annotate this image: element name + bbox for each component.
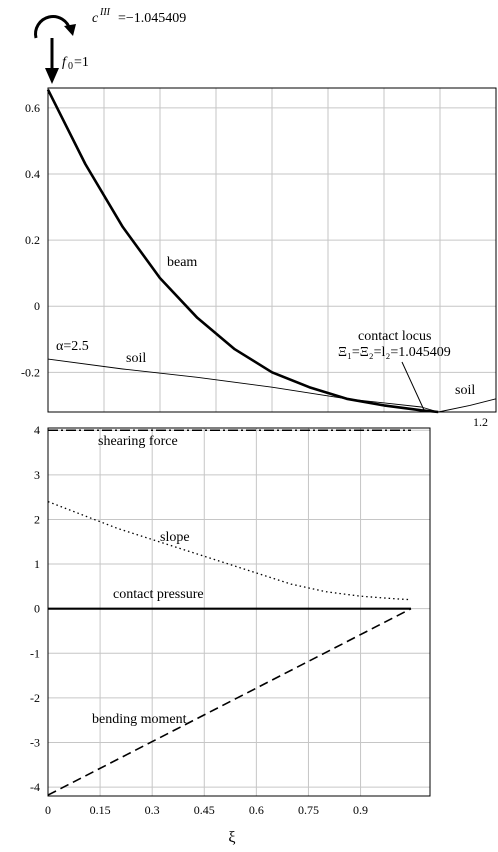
moment-arrowhead-icon: [64, 24, 76, 36]
bottom-y-tick-label: -1: [30, 646, 40, 660]
bottom-x-tick-label: 0: [45, 803, 51, 817]
slope-curve: [47, 500, 412, 601]
soil-label-right: soil: [455, 383, 475, 398]
moment-label: c: [92, 11, 99, 26]
moment-superscript: III: [99, 7, 111, 18]
bending-moment-label: bending moment: [92, 712, 187, 727]
bottom-x-tick-label: 0.15: [90, 803, 111, 817]
bottom-x-tick-label: 0.75: [298, 803, 319, 817]
bottom-y-tick-label: -4: [30, 780, 40, 794]
bottom-y-tick-label: 0: [34, 602, 40, 616]
top-y-tick-label: 0.4: [25, 167, 40, 181]
bending-moment-line: [47, 607, 412, 796]
top-chart-series: [46, 89, 497, 414]
top-chart-frame: [47, 87, 497, 413]
beam-label: beam: [167, 255, 197, 270]
bottom-y-tick-label: 4: [34, 423, 40, 437]
soil-line-right: [438, 398, 497, 413]
bottom-chart-series: [47, 429, 412, 796]
contact-pressure-label: contact pressure: [113, 587, 204, 602]
top-chart-deflection: 0.60.40.20-0.2 1.2 beam soil soil α=2.5 …: [21, 87, 497, 429]
moment-arrow-icon: [34, 15, 72, 39]
contact-locus-label: contact locus: [358, 329, 431, 344]
top-y-tick-label: 0.6: [25, 101, 40, 115]
bottom-chart-grid: [47, 428, 430, 796]
bottom-y-tick-label: -2: [30, 691, 40, 705]
top-y-tick-label: -0.2: [21, 365, 40, 379]
slope-label: slope: [160, 530, 190, 545]
bottom-chart-x-ticks: 0 0.15 0.3 0.45 0.6 0.75 0.9: [45, 803, 368, 817]
bottom-y-tick-label: 2: [34, 512, 40, 526]
bottom-chart-forces: 4 3 2 1 0 -1 -2 -3 -4 0 0.15 0.3 0.45 0.6 0.75 0.9 she…: [30, 423, 431, 846]
top-chart-y-ticks: 0.6 0.4 0.2 0 -0.2: [21, 101, 40, 379]
bottom-x-tick-label: 0.6: [249, 803, 264, 817]
soil-label-left: soil: [126, 351, 146, 366]
top-y-tick-label: 0: [34, 299, 40, 313]
bottom-x-tick-label: 0.9: [353, 803, 368, 817]
bottom-chart-frame: [47, 427, 431, 797]
contact-locus-value: Ξ₁=Ξ₂=l₂=1.045409: [338, 345, 451, 360]
x-axis-title: ξ: [228, 829, 235, 846]
alpha-label: α=2.5: [56, 339, 89, 354]
force-value: =1: [74, 55, 89, 70]
bottom-chart-y-ticks: 4 3 2 1 0 -1 -2 -3 -4: [30, 423, 40, 794]
top-x-tick-label: 1.2: [473, 415, 488, 429]
contact-locus-pointer: [401, 361, 425, 411]
force-arrowhead-icon: [45, 68, 59, 84]
beam-curve: [46, 89, 439, 414]
bottom-y-tick-label: -3: [30, 735, 40, 749]
bottom-y-tick-label: 3: [34, 468, 40, 482]
load-header: c III =−1.045409 f 0 =1: [34, 7, 186, 84]
top-y-tick-label: 0.2: [25, 233, 40, 247]
shearing-force-label: shearing force: [98, 434, 178, 449]
soil-line-left: [47, 358, 439, 413]
bottom-x-tick-label: 0.3: [145, 803, 160, 817]
bottom-y-tick-label: 1: [34, 557, 40, 571]
force-subscript: 0: [68, 61, 73, 72]
top-chart-grid: [48, 88, 497, 412]
bottom-x-tick-label: 0.45: [194, 803, 215, 817]
moment-value: =−1.045409: [118, 11, 186, 26]
force-label: f: [62, 55, 68, 70]
